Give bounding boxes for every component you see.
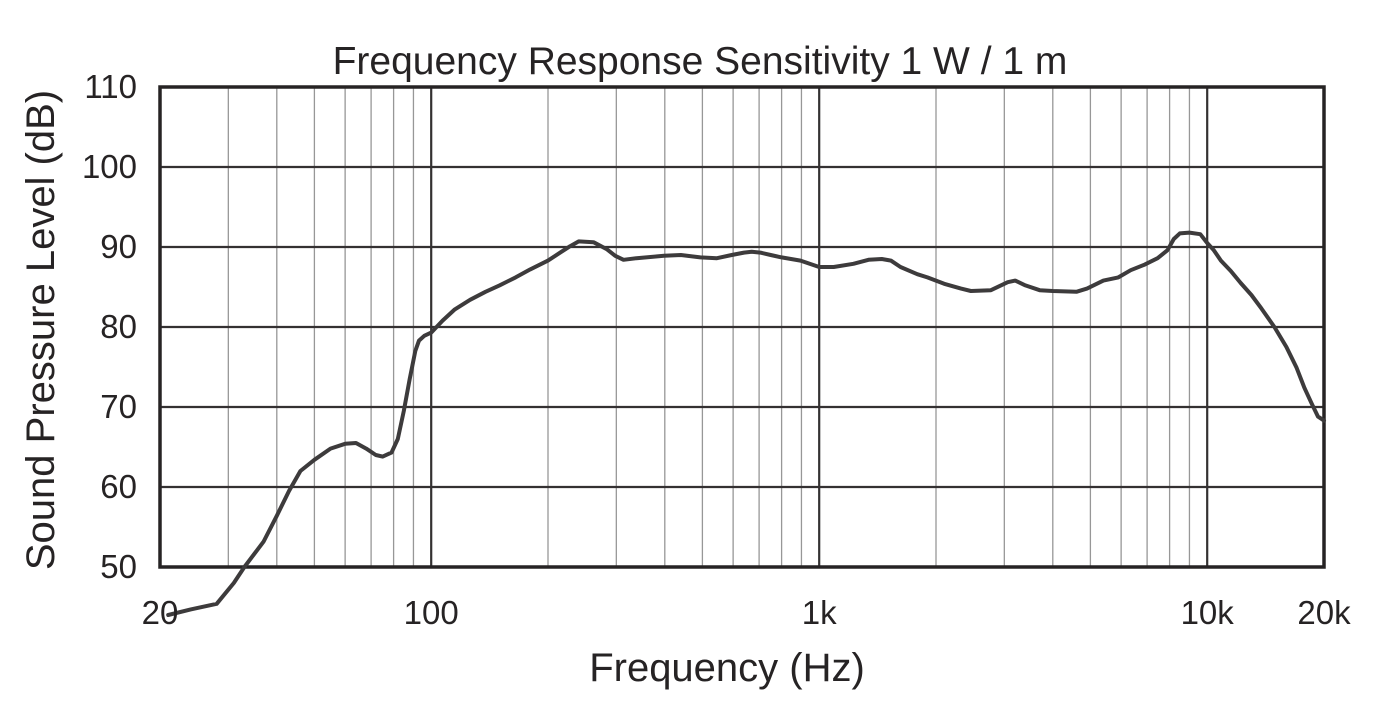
x-tick-label: 10k (1181, 594, 1235, 631)
y-axis-tick-labels: 50 60 70 80 90 100 110 (82, 68, 137, 585)
x-tick-label: 100 (404, 594, 459, 631)
y-tick-label: 50 (100, 548, 137, 585)
major-gridlines (160, 87, 1324, 567)
x-tick-label: 20k (1297, 594, 1351, 631)
x-axis-tick-labels: 20 100 1k 10k 20k (142, 594, 1351, 631)
y-tick-label: 90 (100, 228, 137, 265)
chart-title: Frequency Response Sensitivity 1 W / 1 m (333, 40, 1068, 83)
y-tick-label: 110 (84, 68, 137, 105)
x-tick-label: 20 (142, 594, 179, 631)
y-tick-label: 80 (100, 308, 137, 345)
response-curve (166, 230, 1326, 617)
y-axis-title: Sound Pressure Level (dB) (19, 90, 63, 570)
plot-border (158, 85, 1326, 569)
y-tick-label: 60 (100, 468, 137, 505)
x-tick-label: 1k (802, 594, 837, 631)
y-tick-label: 70 (100, 388, 137, 425)
y-tick-label: 100 (82, 148, 137, 185)
x-axis-title: Frequency (Hz) (589, 646, 865, 690)
